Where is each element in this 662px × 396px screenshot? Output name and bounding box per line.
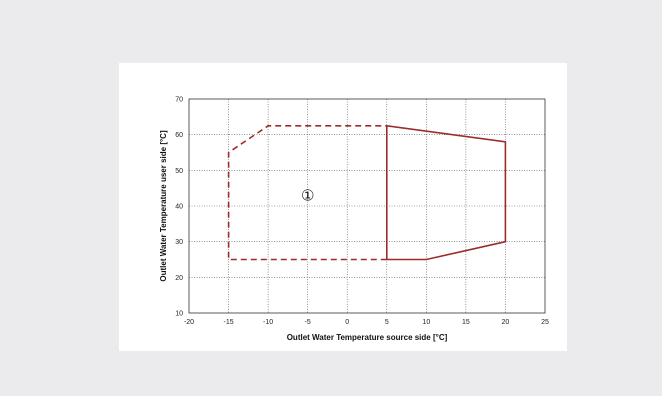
series-line-dashed xyxy=(227,124,387,261)
x-axis-title: Outlet Water Temperature source side [°C… xyxy=(287,333,448,342)
chart-card: -20 -15 -10 -5 0 5 10 15 20 25 10 20 30 40 50 60 70 Out… xyxy=(119,63,567,351)
y-tick-label: 70 xyxy=(175,97,183,104)
x-tick-label: 25 xyxy=(541,319,549,326)
y-tick-label: 30 xyxy=(175,239,183,246)
x-tick-label: -5 xyxy=(305,319,311,326)
y-tick-label: 50 xyxy=(175,168,183,175)
y-axis-title: Outlet Water Temperature user side [°C] xyxy=(159,130,168,282)
y-tick-label: 20 xyxy=(175,275,183,282)
series-group xyxy=(227,124,507,261)
x-tick-label: 5 xyxy=(385,319,389,326)
y-tick-label: 40 xyxy=(175,204,183,211)
operating-envelope-chart: -20 -15 -10 -5 0 5 10 15 20 25 10 20 30 40 50 60 70 Out… xyxy=(159,97,549,343)
y-tick-label: 60 xyxy=(175,132,183,139)
x-tick-label: 20 xyxy=(502,319,510,326)
x-tick-label: 10 xyxy=(422,319,430,326)
region-annotation-label: ① xyxy=(301,186,314,204)
x-tick-label: -10 xyxy=(263,319,273,326)
x-tick-label: 0 xyxy=(345,319,349,326)
x-tick-label: 15 xyxy=(462,319,470,326)
plot-area-border xyxy=(188,98,546,314)
x-tick-label: -20 xyxy=(184,319,194,326)
y-tick-labels: 10 20 30 40 50 60 70 xyxy=(175,97,183,318)
y-tick-label: 10 xyxy=(175,311,183,318)
series-line-solid xyxy=(385,125,507,261)
x-tick-labels: -20 -15 -10 -5 0 5 10 15 20 25 xyxy=(184,319,549,326)
grid-lines xyxy=(189,99,545,313)
x-tick-label: -15 xyxy=(223,319,233,326)
